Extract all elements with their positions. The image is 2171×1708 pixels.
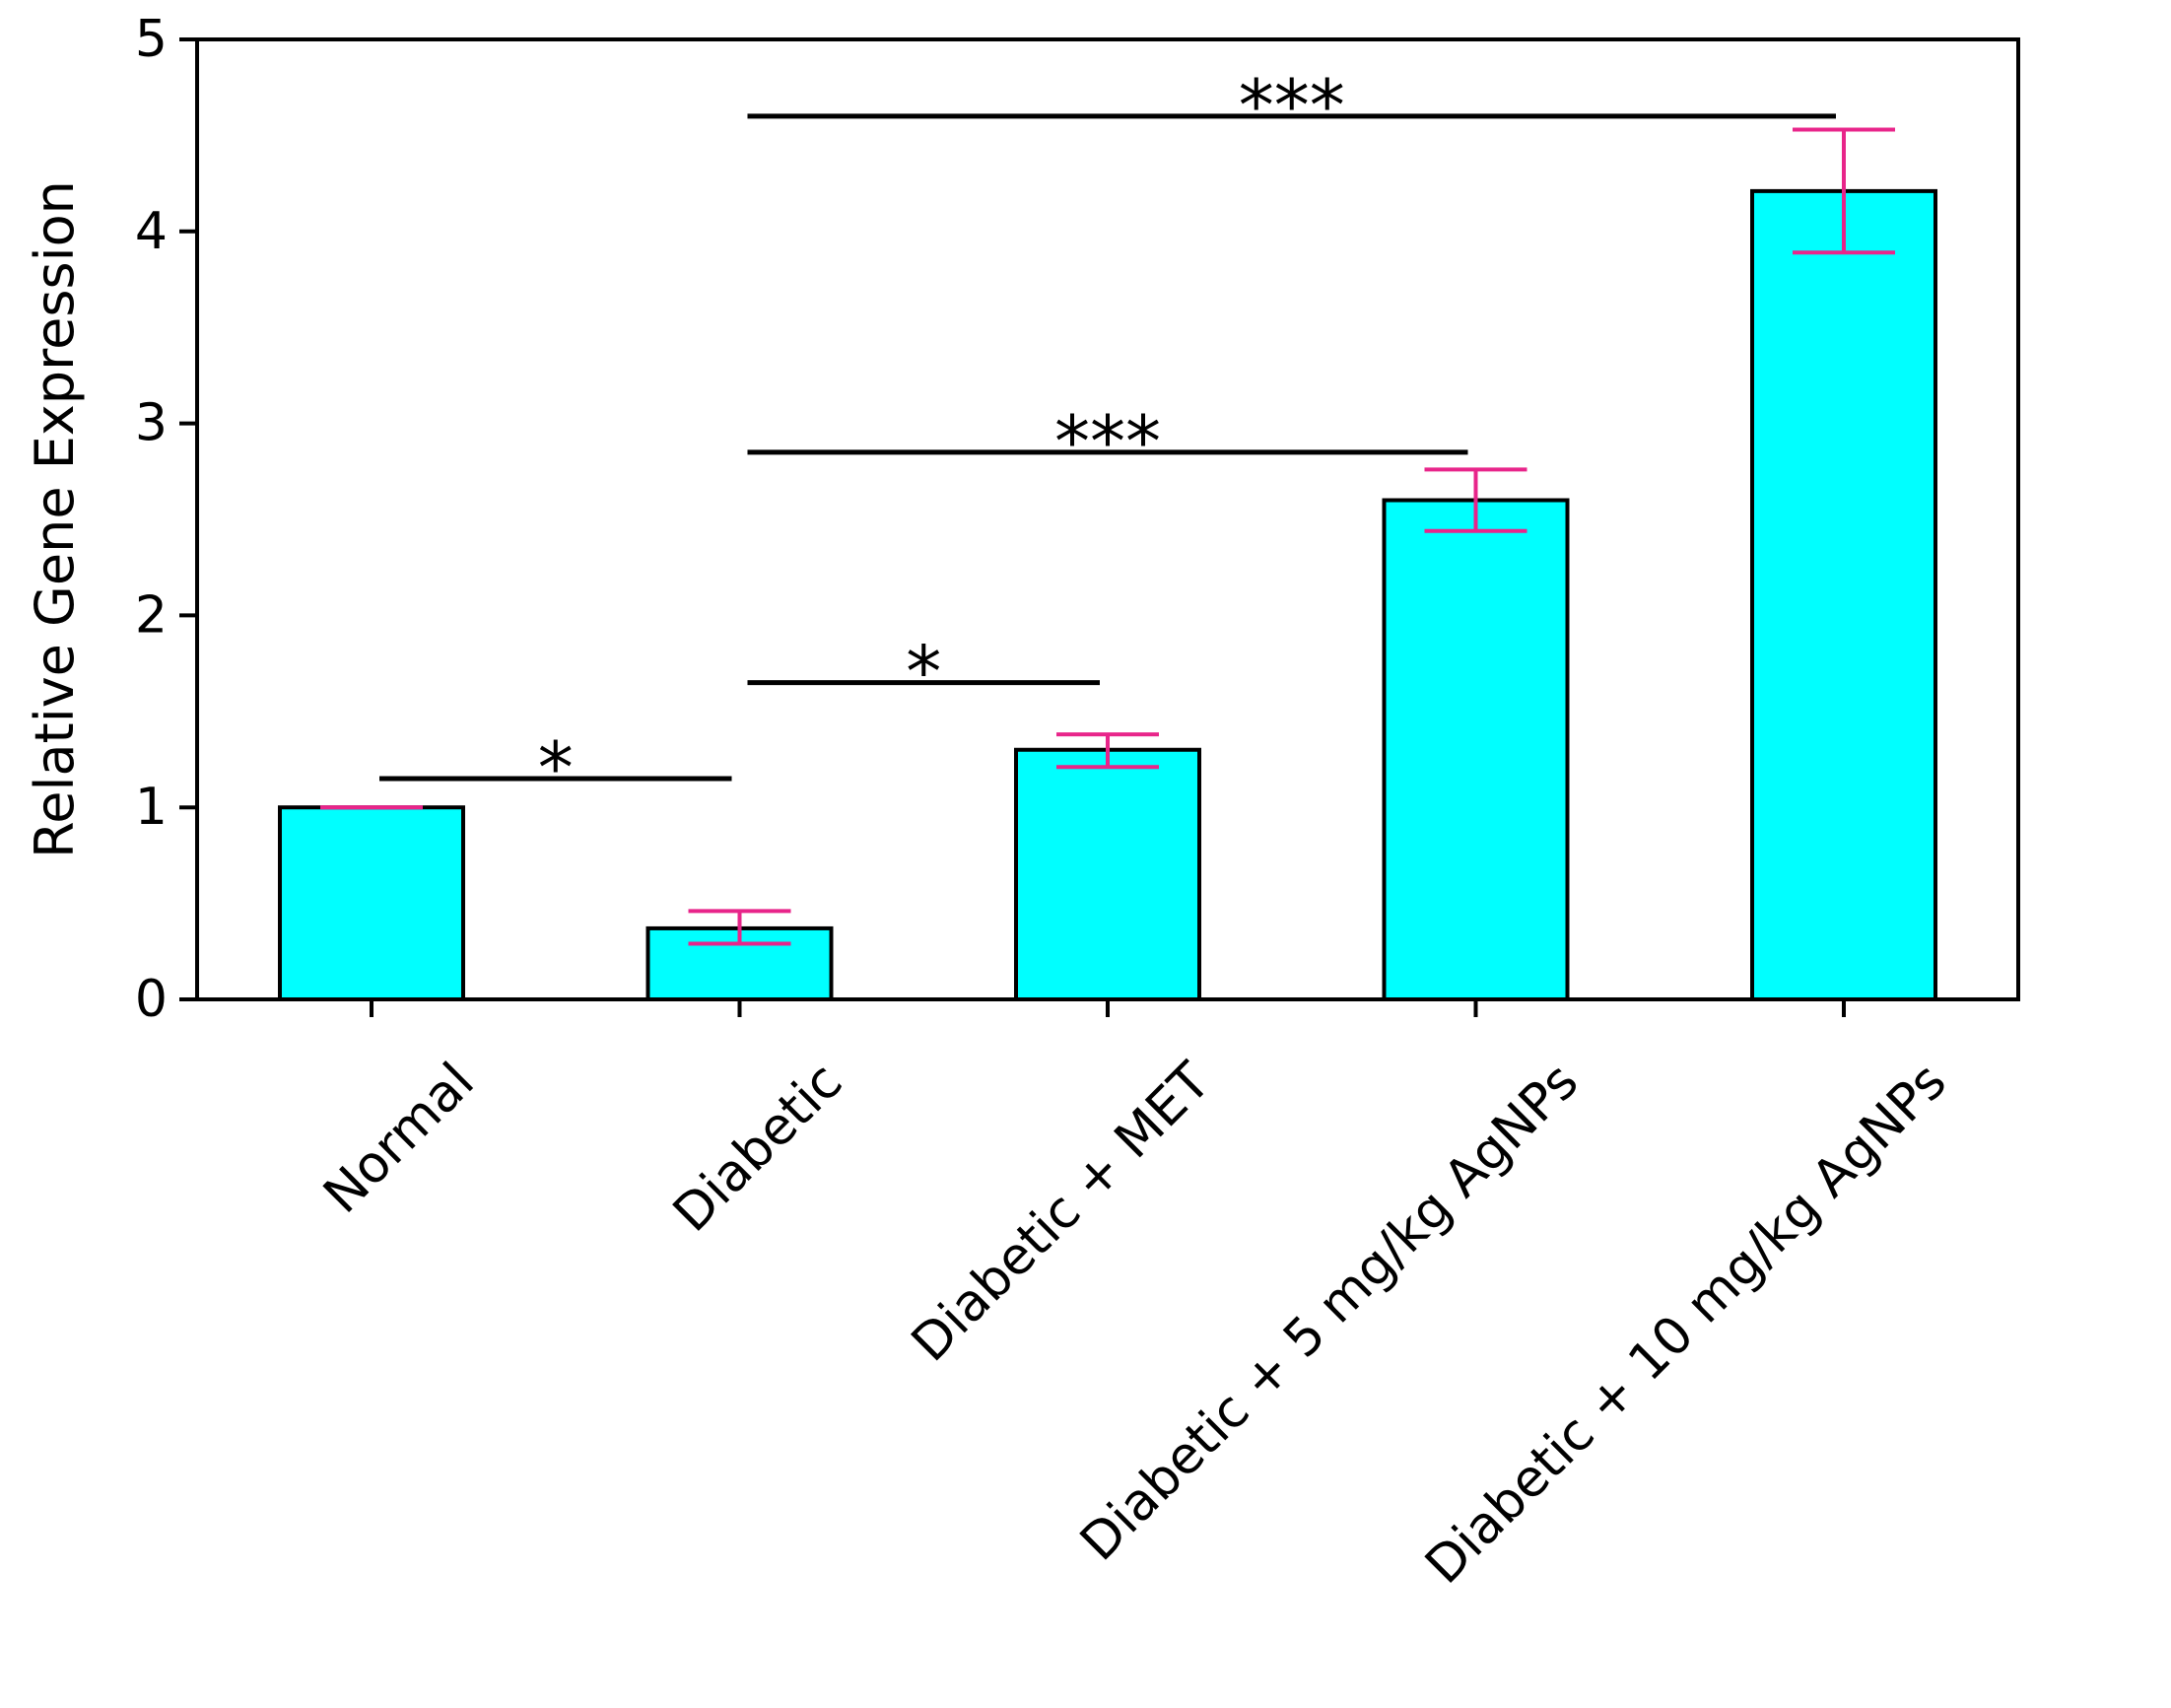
- significance-bracket: ***: [747, 64, 1836, 147]
- x-category-label: Diabetic + MET: [901, 1052, 1222, 1373]
- bars-layer: [278, 188, 1937, 1002]
- significance-bracket: *: [379, 726, 732, 809]
- bar: [1014, 747, 1201, 1002]
- error-bar: [1056, 732, 1159, 770]
- y-tick-label: 1: [135, 778, 168, 837]
- error-bar: [688, 909, 791, 946]
- significance-label: *: [538, 726, 574, 809]
- x-category-label: Diabetic: [662, 1052, 853, 1243]
- significance-label: ***: [1239, 64, 1345, 147]
- significance-label: ***: [1054, 400, 1161, 483]
- significance-layer: ********: [379, 64, 1836, 809]
- y-tick-label: 4: [135, 202, 168, 261]
- y-axis: 0 1 2 3 4 5: [135, 10, 197, 1029]
- significance-bracket: ***: [747, 400, 1468, 483]
- error-bars-layer: [320, 127, 1895, 946]
- significance-label: *: [906, 631, 941, 714]
- significance-bracket: *: [747, 631, 1100, 714]
- y-axis-title: Relative Gene Expression: [24, 180, 86, 858]
- y-tick-label: 0: [135, 970, 168, 1029]
- error-bar: [1793, 127, 1895, 255]
- bar: [278, 805, 465, 1002]
- error-bar: [1424, 467, 1527, 533]
- bar: [1382, 498, 1570, 1001]
- y-tick-label: 5: [135, 10, 168, 69]
- y-tick-label: 2: [135, 585, 168, 645]
- x-category-label: Normal: [312, 1052, 485, 1224]
- y-tick-label: 3: [135, 394, 168, 453]
- bar: [1750, 188, 1937, 1001]
